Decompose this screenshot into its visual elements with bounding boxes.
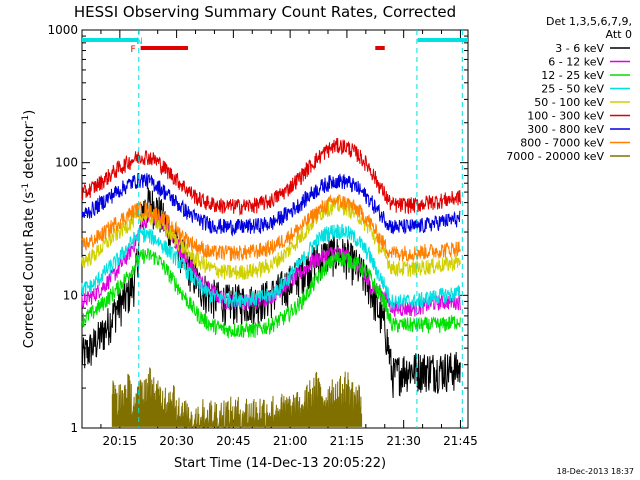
y-axis-label: Corrected Count Rate (s-1 detector-1)	[21, 110, 37, 348]
legend-label: 7000 - 20000 keV	[506, 150, 604, 163]
x-tick-label: 21:30	[386, 434, 421, 448]
flag-bar-red	[140, 46, 188, 50]
y-axis-label-end: )	[22, 110, 37, 115]
plot-frame	[81, 29, 469, 429]
series-layer	[81, 137, 461, 429]
series-line-6	[81, 172, 461, 237]
series-line-7	[81, 193, 461, 262]
x-tick-label: 21:00	[273, 434, 308, 448]
y-axis-label-main: Corrected Count Rate (s	[22, 192, 37, 349]
chart-title: HESSI Observing Summary Count Rates, Cor…	[74, 3, 456, 21]
legend-label: 6 - 12 keV	[548, 56, 604, 69]
timestamp: 18-Dec-2013 18:37	[557, 467, 634, 476]
series-line-5	[81, 137, 461, 216]
flag-bar-cyan	[82, 38, 139, 42]
legend-label: 300 - 800 keV	[527, 123, 604, 136]
legend-label: 3 - 6 keV	[555, 42, 604, 55]
y-axis-label-sup-2: -1	[21, 115, 31, 124]
y-tick-label: 100	[55, 156, 78, 170]
series-line-7000-20000-kev	[111, 367, 363, 429]
x-tick-label: 20:15	[103, 434, 138, 448]
legend-label: 100 - 300 keV	[527, 110, 604, 123]
x-tick-label: 20:45	[216, 434, 251, 448]
x-tick-label: 21:45	[443, 434, 478, 448]
y-axis-label-mid: detector	[22, 123, 37, 183]
legend-label: 50 - 100 keV	[534, 96, 604, 109]
legend-header-2: Att 0	[606, 28, 632, 41]
series-line-2	[81, 247, 461, 339]
x-tick-label: 20:30	[159, 434, 194, 448]
legend-label: 12 - 25 keV	[541, 69, 604, 82]
legend-header-1: Det 1,3,5,6,7,9,	[546, 15, 632, 28]
flag-label-n: N	[136, 37, 143, 47]
x-tick-label: 21:15	[330, 434, 365, 448]
flag-bar-red	[375, 46, 385, 50]
y-tick-label: 10	[63, 288, 78, 302]
legend-label: 800 - 7000 keV	[520, 137, 604, 150]
y-axis-label-sup-1: -1	[21, 183, 31, 192]
y-tick-label: 1000	[47, 23, 78, 37]
y-tick-label: 1	[70, 421, 78, 435]
series-line-0	[81, 187, 461, 399]
x-axis-label: Start Time (14-Dec-13 20:05:22)	[174, 456, 386, 471]
series-line-3	[81, 223, 461, 311]
flag-bar-cyan	[417, 38, 468, 42]
flag-label-f: F	[130, 45, 135, 55]
legend-label: 25 - 50 keV	[541, 83, 604, 96]
annotation-layer: FN	[82, 30, 468, 428]
plot-area: 1 10 100 1000 20:15 20:30 20:45 21:00 21:15 21:3…	[47, 23, 477, 448]
